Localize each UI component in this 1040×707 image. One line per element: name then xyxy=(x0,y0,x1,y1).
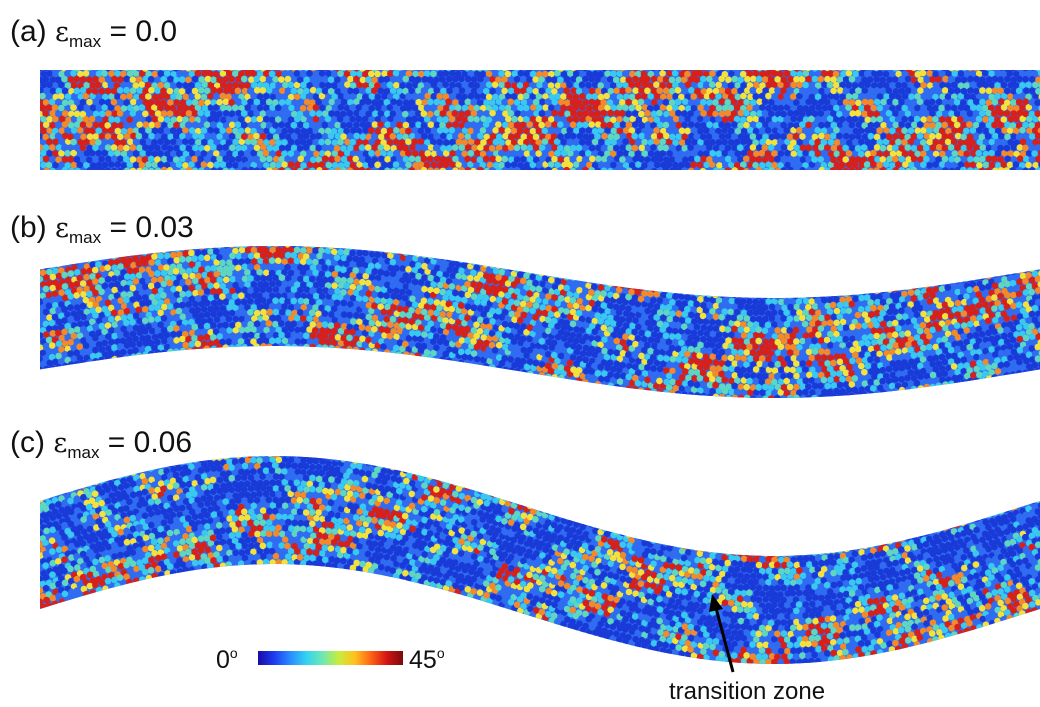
panel-c-value: = 0.06 xyxy=(107,426,193,459)
panel-a-epsilon: ε xyxy=(55,17,70,48)
strip-panel-a xyxy=(40,70,1040,170)
strip-panel-b xyxy=(40,246,1040,398)
panel-b-subscript: max xyxy=(69,228,102,247)
annotation-arrow xyxy=(709,594,735,673)
panel-c-subscript: max xyxy=(67,443,100,462)
colorbar-max-label: 45o xyxy=(409,646,445,673)
colorbar-min-degree: o xyxy=(229,645,238,661)
panel-b-prefix: (b) xyxy=(10,211,47,244)
panel-c-label: (c) εmax = 0.06 xyxy=(10,426,193,462)
panel-c-epsilon: ε xyxy=(53,428,68,459)
strip-panel-c xyxy=(40,456,1040,664)
colorbar-min-value: 0 xyxy=(216,646,230,674)
colorbar-max-value: 45 xyxy=(409,646,437,674)
panel-b-label: (b) εmax = 0.03 xyxy=(10,211,194,247)
panel-c-prefix: (c) xyxy=(10,426,45,459)
colorbar xyxy=(258,651,403,665)
colorbar-min-label: 0o xyxy=(216,646,238,673)
panel-b-epsilon: ε xyxy=(55,213,70,244)
panel-a-subscript: max xyxy=(69,32,102,51)
panel-a-label: (a) εmax = 0.0 xyxy=(10,15,178,51)
colorbar-max-degree: o xyxy=(436,645,445,661)
transition-zone-label: transition zone xyxy=(669,678,826,705)
panel-a-prefix: (a) xyxy=(10,15,47,48)
panel-a-value: = 0.0 xyxy=(109,15,178,48)
panel-b-value: = 0.03 xyxy=(109,211,194,244)
